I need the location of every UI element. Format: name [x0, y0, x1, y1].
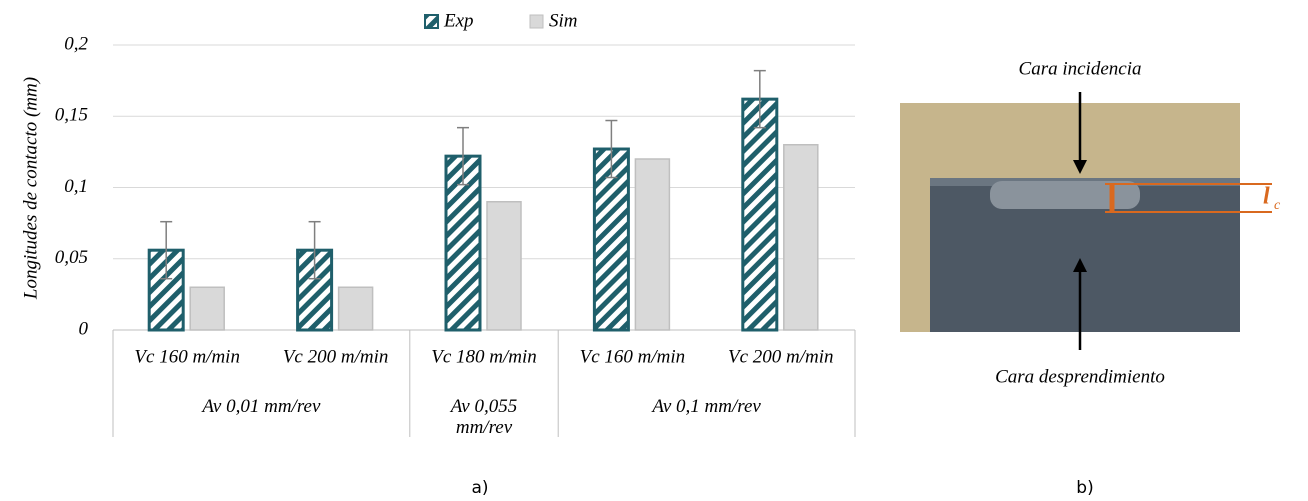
photo-label: Cara incidencia: [1019, 58, 1142, 79]
bar: [743, 99, 777, 330]
x-tick-label: Vc 160 m/min: [580, 346, 686, 367]
photo-label: Cara desprendimiento: [995, 366, 1165, 387]
x-tick-label: Vc 200 m/min: [728, 346, 834, 367]
x-tick-label: Vc 200 m/min: [283, 346, 389, 367]
panel-label: b): [1076, 478, 1093, 498]
legend-swatch: [530, 15, 543, 28]
bar: [487, 202, 521, 330]
legend-label: Sim: [549, 10, 578, 31]
legend-swatch: [425, 15, 438, 28]
bar: [635, 159, 669, 330]
group-label: Av 0,055 mm/rev: [429, 396, 539, 438]
length-subscript: c: [1274, 198, 1281, 213]
length-symbol: l: [1263, 184, 1270, 210]
x-tick-label: Vc 160 m/min: [134, 346, 240, 367]
group-label: Av 0,1 mm/rev: [558, 396, 855, 417]
y-tick-label: 0,2: [64, 33, 88, 54]
legend-label: Exp: [443, 10, 474, 31]
y-tick-label: 0,05: [55, 247, 88, 268]
y-axis-label: Longitudes de contacto (mm): [20, 77, 41, 300]
bar: [339, 287, 373, 330]
bar: [784, 145, 818, 330]
group-label: Av 0,01 mm/rev: [113, 396, 410, 417]
panel-label: a): [471, 478, 488, 498]
y-tick-label: 0,1: [64, 176, 88, 197]
photo: [900, 92, 1272, 350]
y-tick-label: 0,15: [55, 105, 88, 126]
contact-zone: [990, 181, 1140, 209]
y-tick-label: 0: [79, 318, 89, 339]
x-tick-label: Vc 180 m/min: [431, 346, 537, 367]
chart: Longitudes de contacto (mm) a) Cara inci…: [0, 0, 1308, 501]
figure: Longitudes de contacto (mm) a) Cara inci…: [0, 0, 1308, 501]
bar: [190, 287, 224, 330]
